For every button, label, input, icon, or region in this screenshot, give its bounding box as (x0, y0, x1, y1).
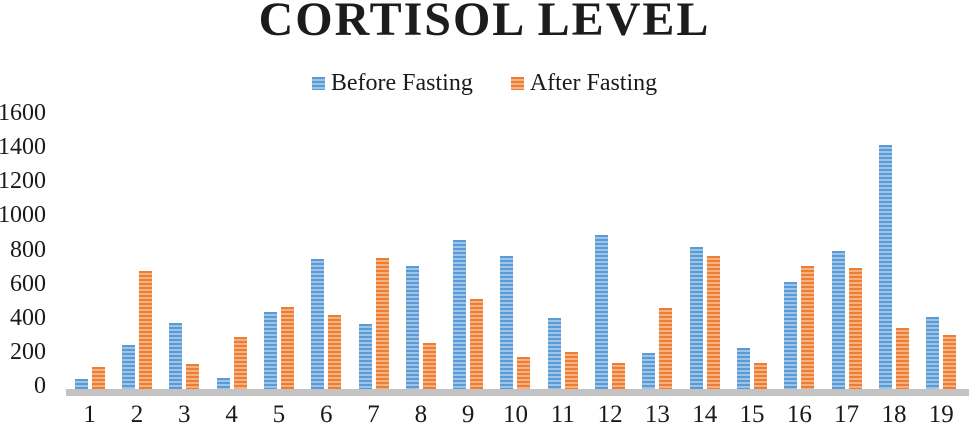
bar-group-14 (681, 247, 728, 389)
x-category-label: 2 (130, 401, 144, 428)
y-tick-label: 0 (34, 373, 46, 399)
x-category-label: 6 (319, 401, 333, 428)
y-tick-label: 1600 (0, 100, 46, 126)
bar-before-fasting (737, 347, 751, 389)
bar-after-fasting (233, 337, 247, 389)
x-category-label: 12 (597, 401, 623, 428)
x-category-label: 4 (225, 401, 238, 428)
x-category-label: 17 (834, 401, 860, 428)
bar-group-4 (208, 337, 255, 389)
x-category-label: 7 (367, 401, 380, 428)
bar-group-19 (918, 317, 965, 389)
bar-before-fasting (74, 378, 88, 389)
bar-group-11 (539, 318, 586, 389)
bar-after-fasting (801, 266, 815, 389)
bar-group-2 (113, 271, 160, 389)
x-category-label: 11 (550, 401, 575, 428)
x-category-label: 14 (692, 401, 718, 428)
bar-before-fasting (453, 240, 467, 389)
y-tick-label: 200 (10, 338, 46, 365)
legend-label-before-fasting: Before Fasting (330, 70, 473, 96)
bar-before-fasting (216, 377, 230, 389)
bar-before-fasting (311, 259, 325, 389)
bar-group-5 (255, 306, 302, 389)
legend-swatch-after-fasting-icon (510, 77, 524, 90)
bar-group-16 (776, 266, 823, 389)
x-category-label: 13 (644, 401, 670, 428)
x-axis: 1 2 3 4 5 6 7 8 9 10 11 12 13 14 15 16 17 18 19 (66, 401, 965, 429)
bar-after-fasting (848, 267, 862, 389)
y-tick-label: 600 (10, 270, 46, 297)
bar-before-fasting (642, 352, 656, 389)
bar-group-12 (586, 234, 633, 389)
bar-before-fasting (926, 317, 940, 389)
x-category-label: 3 (178, 401, 191, 428)
x-axis-baseline (66, 389, 969, 396)
bar-before-fasting (595, 234, 609, 389)
y-tick-label: 400 (10, 304, 46, 331)
bar-before-fasting (405, 266, 419, 389)
x-category-label: 19 (928, 401, 954, 428)
bar-before-fasting (500, 255, 514, 389)
bar-after-fasting (943, 335, 957, 389)
bar-after-fasting (706, 255, 720, 389)
x-category-label: 1 (83, 401, 96, 428)
bar-before-fasting (689, 247, 703, 389)
x-category-label: 16 (786, 401, 812, 428)
bar-after-fasting (91, 366, 105, 389)
bar-before-fasting (784, 281, 798, 389)
bar-after-fasting (280, 306, 294, 389)
bar-after-fasting (895, 328, 909, 389)
bar-after-fasting (375, 258, 389, 389)
legend-label-after-fasting: After Fasting (529, 70, 658, 96)
bar-before-fasting (121, 344, 135, 389)
y-tick-label: 800 (10, 236, 46, 263)
bar-group-15 (728, 347, 775, 389)
bar-before-fasting (878, 144, 892, 389)
bar-group-3 (161, 323, 208, 389)
bar-after-fasting (422, 343, 436, 389)
bar-group-9 (445, 240, 492, 389)
legend-item-after-fasting: After Fasting (510, 70, 658, 97)
bar-before-fasting (263, 312, 277, 389)
bar-after-fasting (754, 363, 768, 389)
x-category-label: 5 (272, 401, 286, 428)
bar-after-fasting (564, 351, 578, 389)
x-category-label: 10 (502, 401, 528, 428)
bar-before-fasting (169, 323, 183, 389)
bar-before-fasting (358, 324, 372, 389)
bar-before-fasting (547, 318, 561, 389)
bar-group-7 (350, 258, 397, 389)
bar-after-fasting (612, 363, 626, 389)
bar-group-13 (634, 307, 681, 389)
chart-title: CORTISOL LEVEL (258, 0, 711, 46)
bar-group-17 (823, 250, 870, 389)
x-category-label: 9 (461, 401, 475, 428)
bar-group-6 (303, 259, 350, 389)
legend: Before Fasting After Fasting (0, 70, 969, 97)
legend-swatch-before-fasting-icon (311, 77, 325, 90)
bar-after-fasting (138, 271, 152, 389)
bar-after-fasting (659, 307, 673, 389)
y-axis: 0 200 400 600 800 1000 1200 1400 1600 (0, 101, 46, 398)
bar-after-fasting (186, 363, 200, 389)
bar-after-fasting (328, 314, 342, 389)
bar-after-fasting (470, 299, 484, 389)
bar-group-1 (66, 366, 113, 389)
bar-after-fasting (517, 357, 531, 389)
y-tick-label: 1000 (0, 202, 46, 229)
x-category-label: 18 (881, 401, 907, 428)
bar-group-10 (492, 255, 539, 389)
x-category-label: 15 (739, 401, 765, 428)
x-category-label: 8 (414, 401, 428, 428)
y-tick-label: 1200 (0, 168, 46, 195)
y-tick-label: 1400 (0, 134, 46, 161)
bar-before-fasting (831, 250, 845, 389)
bar-group-8 (397, 266, 444, 389)
bar-group-18 (870, 144, 917, 389)
plot-area (66, 112, 965, 389)
legend-item-before-fasting: Before Fasting (311, 70, 473, 97)
